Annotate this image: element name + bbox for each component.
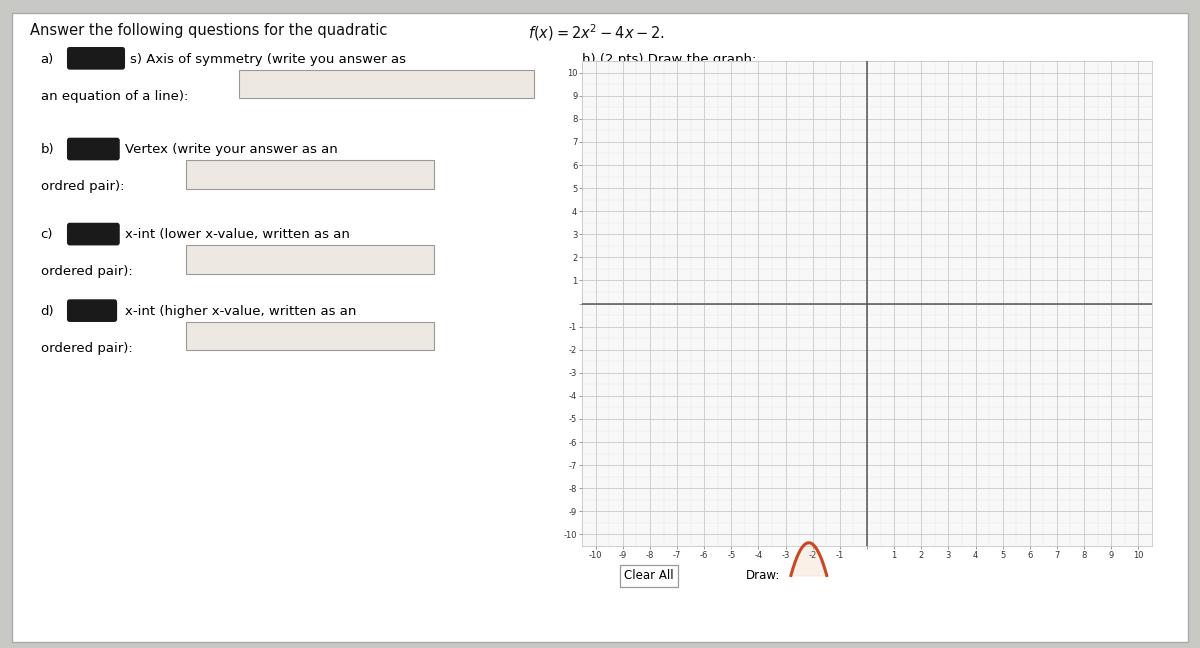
Text: x-int (lower x-value, written as an: x-int (lower x-value, written as an [125, 228, 350, 242]
FancyBboxPatch shape [67, 47, 125, 70]
Text: $f(x) = 2x^2 - 4x - 2.$: $f(x) = 2x^2 - 4x - 2.$ [528, 23, 665, 43]
Text: Clear All: Clear All [624, 570, 673, 583]
FancyBboxPatch shape [67, 223, 120, 246]
Text: x-int (higher x-value, written as an: x-int (higher x-value, written as an [125, 305, 356, 318]
Text: ordred pair):: ordred pair): [41, 180, 124, 193]
FancyBboxPatch shape [186, 322, 434, 351]
Text: d): d) [41, 305, 54, 318]
Text: b): b) [41, 143, 54, 156]
Text: Vertex (write your answer as an: Vertex (write your answer as an [125, 143, 337, 156]
Text: h) (2 pts) Draw the graph:: h) (2 pts) Draw the graph: [582, 52, 756, 65]
FancyBboxPatch shape [186, 246, 434, 274]
FancyBboxPatch shape [67, 299, 118, 322]
Text: s) Axis of symmetry (write you answer as: s) Axis of symmetry (write you answer as [131, 52, 407, 65]
FancyBboxPatch shape [186, 161, 434, 189]
Text: Answer the following questions for the quadratic: Answer the following questions for the q… [30, 23, 392, 38]
Text: ordered pair):: ordered pair): [41, 342, 132, 355]
Text: c): c) [41, 228, 53, 242]
FancyBboxPatch shape [67, 137, 120, 161]
FancyBboxPatch shape [239, 70, 534, 98]
Text: ordered pair):: ordered pair): [41, 265, 132, 278]
Text: a): a) [41, 52, 54, 65]
Text: Draw:: Draw: [746, 570, 780, 583]
Text: an equation of a line):: an equation of a line): [41, 89, 188, 102]
